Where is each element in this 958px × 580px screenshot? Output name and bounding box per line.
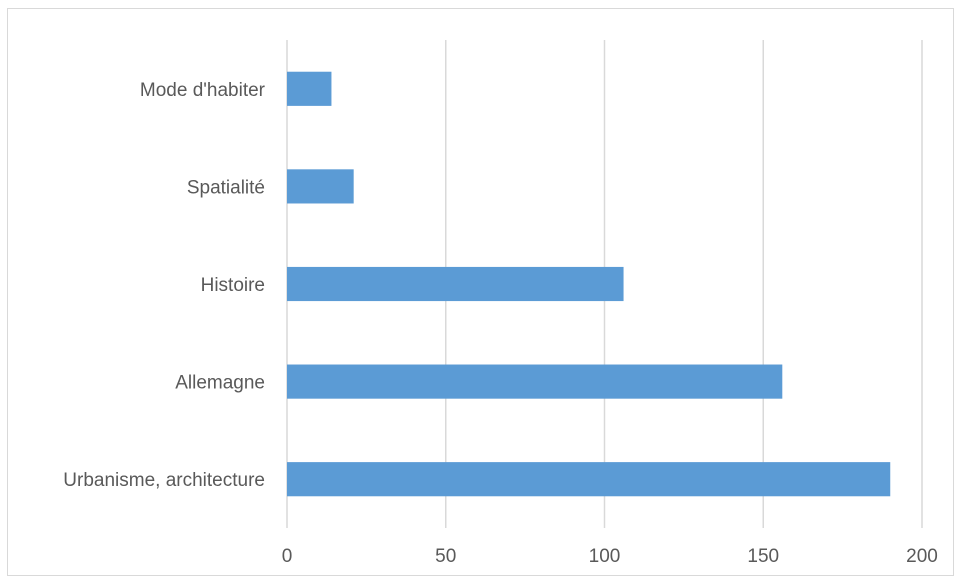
bar-4 [287, 71, 332, 106]
category-label: Histoire [201, 275, 265, 296]
x-tick-label: 100 [589, 546, 621, 567]
bar-3 [287, 169, 354, 204]
bar-2 [287, 266, 624, 302]
category-label: Allemagne [175, 373, 265, 394]
category-label: Urbanisme, architecture [63, 470, 265, 491]
x-tick-label: 50 [435, 546, 456, 567]
bar-1 [287, 364, 783, 399]
x-tick-label: 200 [906, 546, 938, 567]
x-tick-label: 150 [747, 546, 779, 567]
category-labels: Urbanisme, architecture Allemagne Histoire… [63, 80, 265, 491]
category-label: Spatialité [187, 177, 265, 198]
x-axis-tick-labels: 0 50 100 150 200 [282, 546, 938, 567]
bars [287, 71, 891, 497]
x-tick-label: 0 [282, 546, 293, 567]
bar-0 [287, 462, 891, 497]
category-label: Mode d'habiter [140, 80, 266, 101]
